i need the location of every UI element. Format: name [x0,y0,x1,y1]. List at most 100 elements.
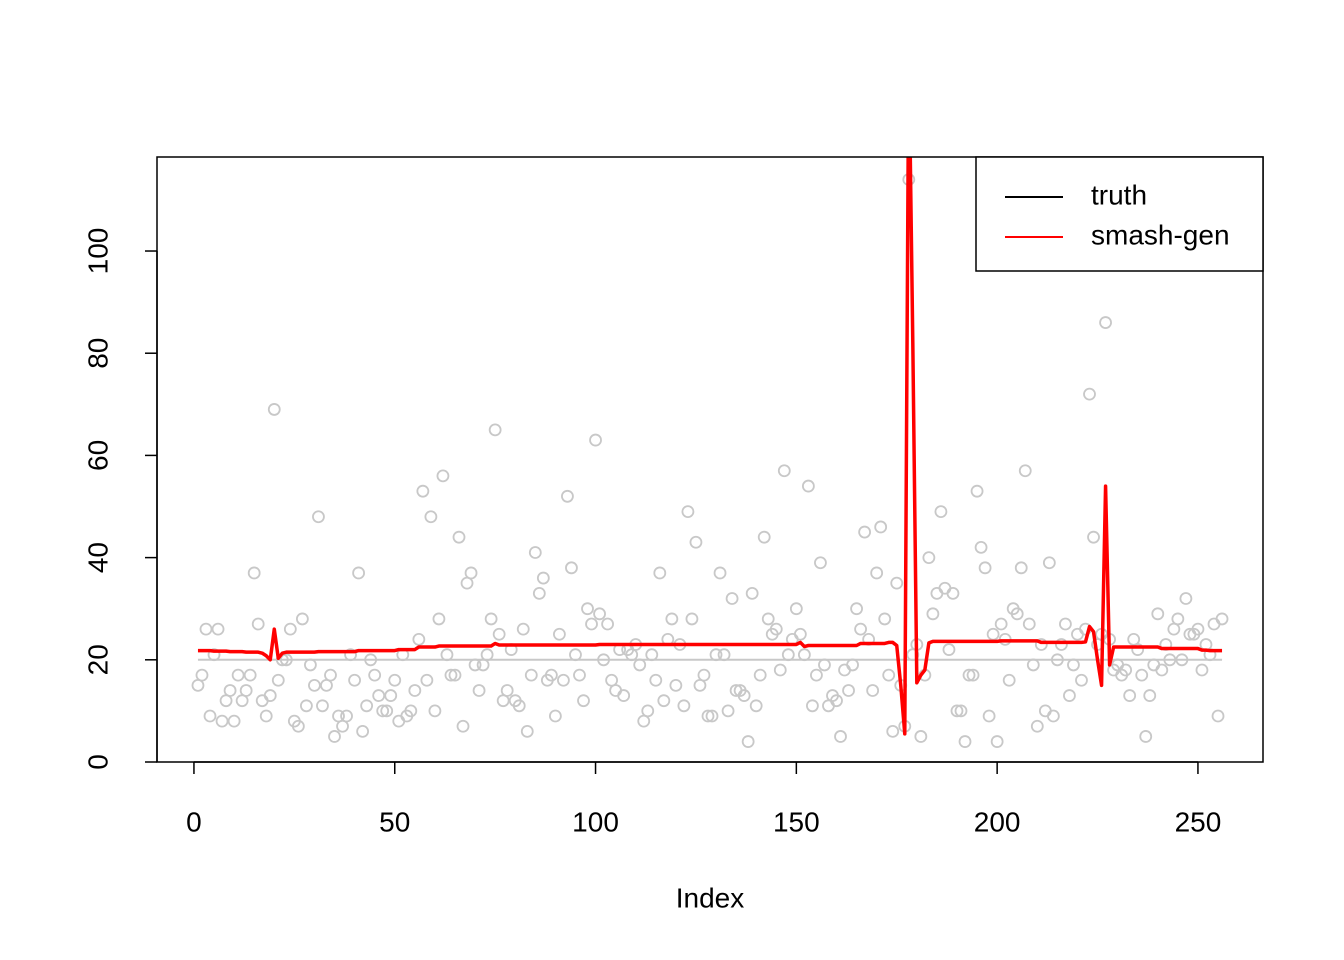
data-point [1191,622,1205,636]
data-point [793,627,807,641]
y-tick-label: 100 [82,228,113,275]
data-point [548,709,562,723]
data-point [982,709,996,723]
data-point [657,694,671,708]
data-point [1179,592,1193,605]
data-point [1211,709,1225,723]
data-point [520,724,534,738]
data-point [777,464,791,478]
data-point [356,724,370,738]
data-point [677,699,691,713]
data-point [593,607,606,621]
data-point [1054,638,1068,651]
data-point [878,612,892,626]
data-point [340,709,353,723]
data-point [251,617,265,631]
data-point [267,403,281,416]
data-point [850,602,863,616]
data-point [842,684,855,697]
x-tick-label: 0 [186,806,202,837]
data-point [1010,607,1024,621]
data-point [376,704,390,718]
data-point [436,469,450,483]
data-point [412,632,426,646]
y-tick-label: 40 [82,542,113,573]
data-point [858,525,872,539]
data-point [1119,663,1133,677]
data-point [239,684,253,697]
data-point [870,566,884,580]
data-point [1075,673,1088,687]
data-point [211,622,225,636]
y-tick-label: 80 [82,338,113,369]
data-point [581,602,594,616]
data-point [456,719,470,733]
data-point [721,704,735,718]
data-point [263,689,277,702]
data-point [950,704,964,718]
data-point [1018,464,1032,478]
data-point [512,699,526,713]
data-point [685,612,699,626]
data-point [544,668,558,682]
data-point [528,546,542,559]
data-point [328,730,341,743]
data-point [1155,663,1169,677]
data-point [705,709,719,723]
data-point [464,566,478,580]
data-point [428,704,442,718]
data-point [295,612,309,626]
series-line [197,157,1223,736]
x-tick-label: 100 [572,806,619,837]
data-point [1123,689,1137,702]
data-point [324,668,337,682]
data-point [524,668,538,682]
data-point [866,684,880,697]
data-point [271,673,285,687]
data-point [1099,316,1112,329]
data-point [247,566,261,580]
data-point [1030,719,1044,733]
data-point [1034,638,1048,651]
data-point [922,551,936,565]
axes: 0 50 100 150 200 250 0 20 40 60 80 100 [82,228,1221,838]
data-point [713,566,727,580]
legend-label: smash-gen [1091,219,1230,250]
data-point [617,689,631,702]
data-point [195,668,209,682]
data-point [1139,730,1153,743]
x-tick-label: 50 [379,806,410,837]
y-tick-label: 60 [82,440,113,471]
x-axis-label: Index [676,882,745,913]
data-point [978,561,992,575]
data-point [753,668,767,682]
data-point [954,704,968,718]
data-point [697,668,711,682]
data-point [769,622,783,636]
data-point [348,673,361,687]
data-point [601,617,614,631]
x-tick-label: 200 [974,806,1021,837]
data-point [308,678,321,692]
data-point [312,510,325,524]
data-point [1046,709,1060,723]
data-point [424,510,438,524]
data-point [444,668,458,682]
data-point [946,586,960,600]
data-point [914,730,928,743]
y-tick-label: 20 [82,644,113,675]
data-point [215,714,229,728]
data-point [810,668,823,682]
x-tick-label: 150 [773,806,820,837]
data-point [886,724,900,738]
data-point [854,622,867,636]
legend-box [975,156,1264,272]
data-point [408,684,422,697]
data-point [368,668,382,682]
data-point [761,612,775,626]
data-point [966,668,980,682]
data-point [926,607,940,621]
y-tick-label: 0 [82,754,113,770]
data-point [492,627,506,641]
